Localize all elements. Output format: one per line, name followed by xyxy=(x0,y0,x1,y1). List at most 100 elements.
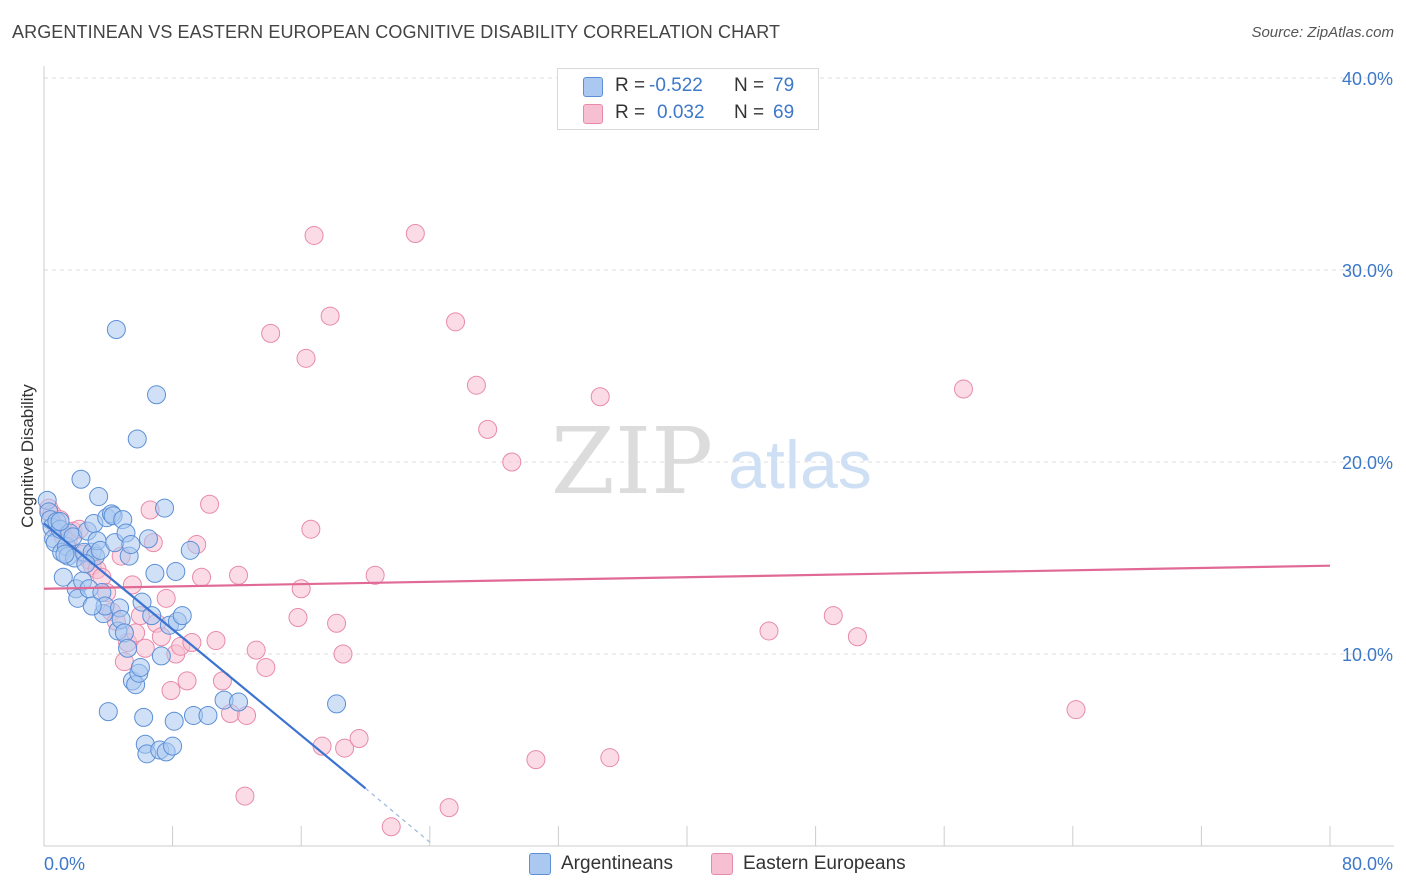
point-argentineans xyxy=(327,694,347,714)
point-argentineans xyxy=(130,657,150,677)
legend-swatch-blue xyxy=(583,77,603,97)
point-eastern-europeans xyxy=(288,608,308,628)
legend-swatch-eastern-europeans xyxy=(711,853,733,875)
legend-r-value-blue: -0.522 xyxy=(649,75,703,96)
point-argentineans xyxy=(142,606,162,626)
y-tick-label: 10.0% xyxy=(1342,645,1393,665)
point-eastern-europeans xyxy=(478,419,498,439)
point-eastern-europeans xyxy=(759,621,779,641)
tick-labels: 10.0% 20.0% 30.0% 40.0% 0.0% 80.0% xyxy=(44,69,1393,874)
point-eastern-europeans xyxy=(161,680,181,700)
point-eastern-europeans xyxy=(365,565,385,585)
point-eastern-europeans xyxy=(381,817,401,837)
legend-n-label-pink: N = xyxy=(734,102,770,123)
y-tick-label: 40.0% xyxy=(1342,69,1393,89)
watermark-atlas: atlas xyxy=(728,427,872,503)
watermark: ZIP atlas xyxy=(551,408,872,515)
point-argentineans xyxy=(82,596,102,616)
point-eastern-europeans xyxy=(256,657,276,677)
legend-n-value-pink: 69 xyxy=(773,102,795,123)
point-eastern-europeans xyxy=(246,640,266,660)
point-eastern-europeans xyxy=(327,613,347,633)
axes xyxy=(43,66,1394,847)
point-eastern-europeans xyxy=(177,671,197,691)
y-tick-label: 20.0% xyxy=(1342,453,1393,473)
legend-item-eastern-europeans: Eastern Europeans xyxy=(711,850,906,878)
point-eastern-europeans xyxy=(349,728,369,748)
point-argentineans xyxy=(164,711,184,731)
legend-n-label-blue: N = xyxy=(734,75,770,96)
point-argentineans xyxy=(53,567,73,587)
point-eastern-europeans xyxy=(192,567,212,587)
point-eastern-europeans xyxy=(335,738,355,758)
point-eastern-europeans xyxy=(200,494,220,514)
point-argentineans xyxy=(172,606,192,626)
point-argentineans xyxy=(229,692,249,712)
point-eastern-europeans xyxy=(301,519,321,539)
point-eastern-europeans xyxy=(439,798,459,818)
point-argentineans xyxy=(98,702,118,722)
point-argentineans xyxy=(198,705,218,725)
point-eastern-europeans xyxy=(446,312,466,332)
point-eastern-europeans xyxy=(206,631,226,651)
point-argentineans xyxy=(121,535,141,555)
y-axis-label: Cognitive Disability xyxy=(18,384,37,528)
watermark-zip: ZIP xyxy=(551,408,713,515)
point-argentineans xyxy=(55,544,75,564)
trend-lines xyxy=(43,522,1331,843)
point-eastern-europeans xyxy=(823,606,843,626)
point-argentineans xyxy=(50,512,70,532)
point-argentineans xyxy=(127,429,147,449)
point-eastern-europeans xyxy=(590,387,610,407)
point-argentineans xyxy=(89,487,109,507)
point-argentineans xyxy=(180,540,200,560)
point-eastern-europeans xyxy=(261,323,281,343)
point-eastern-europeans xyxy=(405,224,425,244)
point-eastern-europeans xyxy=(235,786,255,806)
point-eastern-europeans xyxy=(502,452,522,472)
legend-n-value-blue: 79 xyxy=(773,75,795,96)
point-eastern-europeans xyxy=(229,565,249,585)
legend-label-eastern-europeans: Eastern Europeans xyxy=(743,853,906,874)
point-eastern-europeans xyxy=(1066,700,1086,720)
point-eastern-europeans xyxy=(296,348,316,368)
point-argentineans xyxy=(155,498,175,518)
series-legend: Argentineans Eastern Europeans xyxy=(0,850,1406,878)
point-eastern-europeans xyxy=(291,579,311,599)
point-eastern-europeans xyxy=(304,225,324,245)
point-eastern-europeans xyxy=(526,750,546,770)
legend-r-value-pink: 0.032 xyxy=(657,102,705,123)
series-eastern-europeans xyxy=(39,224,1086,837)
point-eastern-europeans xyxy=(320,306,340,326)
trend-line-argentineans-extrapolated xyxy=(365,787,431,843)
point-argentineans xyxy=(151,646,171,666)
y-tick-label: 30.0% xyxy=(1342,261,1393,281)
trend-line-eastern-europeans xyxy=(43,564,1331,590)
x-tick-label-max: 80.0% xyxy=(1342,854,1393,874)
point-eastern-europeans xyxy=(135,638,155,658)
point-argentineans xyxy=(114,623,134,643)
correlation-legend: R = -0.522 N = 79 R = 0.032 N = 69 xyxy=(557,68,819,130)
point-eastern-europeans xyxy=(182,632,202,652)
legend-label-argentineans: Argentineans xyxy=(561,853,673,874)
point-argentineans xyxy=(106,320,126,340)
point-eastern-europeans xyxy=(953,379,973,399)
point-eastern-europeans xyxy=(156,588,176,608)
series-argentineans xyxy=(37,320,347,764)
point-argentineans xyxy=(163,736,183,756)
legend-swatch-pink xyxy=(583,104,603,124)
legend-r-label-blue: R = xyxy=(615,75,651,96)
point-eastern-europeans xyxy=(847,627,867,647)
point-argentineans xyxy=(118,638,138,658)
x-tick-label-min: 0.0% xyxy=(44,854,85,874)
point-argentineans xyxy=(166,561,186,581)
trend-line-argentineans xyxy=(43,522,367,790)
point-argentineans xyxy=(145,563,165,583)
point-argentineans xyxy=(71,469,91,489)
chart-title: ARGENTINEAN VS EASTERN EUROPEAN COGNITIV… xyxy=(12,22,781,42)
legend-swatch-argentineans xyxy=(529,853,551,875)
source-attribution: Source: ZipAtlas.com xyxy=(1251,24,1394,41)
point-eastern-europeans xyxy=(122,575,142,595)
point-argentineans xyxy=(76,554,96,574)
